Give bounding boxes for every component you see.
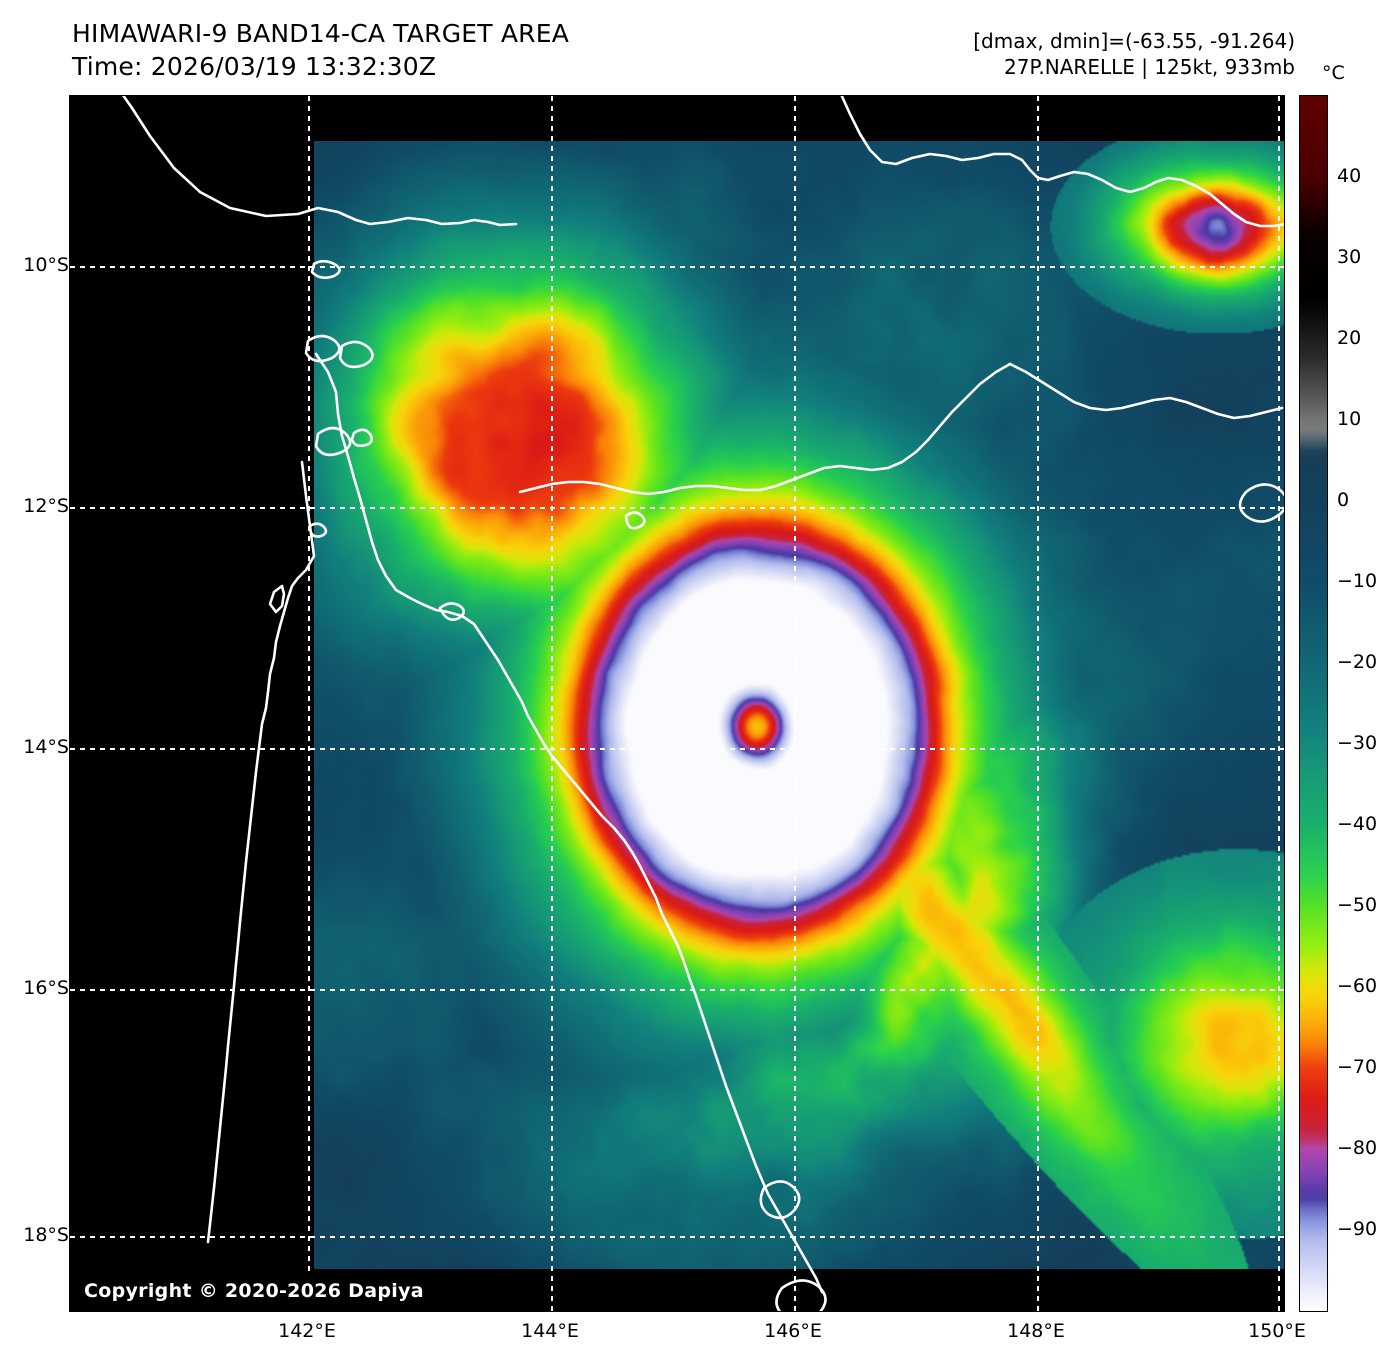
coastline-island-d	[314, 426, 352, 457]
coastline-northeast	[840, 96, 1284, 228]
copyright-banner: Copyright © 2020-2026 Dapiya	[70, 1271, 438, 1311]
colorbar-tick-0: 0	[1337, 489, 1350, 511]
coastline-ne-inlet	[1238, 483, 1284, 523]
colorbar-tick-30: 30	[1337, 246, 1362, 268]
page-title: HIMAWARI-9 BAND14-CA TARGET AREA Time: 2…	[72, 18, 569, 83]
satellite-raster	[314, 141, 1284, 1269]
colorbar-tick-40: 40	[1337, 165, 1362, 187]
dminmax-text: [dmax, dmin]=(-63.55, -91.264)	[973, 29, 1295, 53]
colorbar-tick-m60: −60	[1337, 975, 1378, 997]
copyright-text: Copyright © 2020-2026 Dapiya	[84, 1280, 424, 1302]
coastline-lake-a	[624, 511, 646, 530]
colorbar-tick-10: 10	[1337, 408, 1362, 430]
coastline-island-c	[338, 340, 374, 369]
coastline-overlay	[122, 96, 1284, 1311]
title-line: HIMAWARI-9 BAND14-CA TARGET AREA	[72, 19, 570, 48]
ytick-label-12S: 12°S	[23, 495, 69, 517]
ytick-label-18S: 18°S	[23, 1224, 69, 1246]
colorbar	[1299, 95, 1328, 1312]
coastline-bay-notch	[438, 602, 466, 621]
coastline-island-b	[304, 334, 341, 363]
colorbar-gradient	[1300, 96, 1327, 1311]
satellite-image-plot: Copyright © 2020-2026 Dapiya	[69, 95, 1285, 1312]
colorbar-tick-m10: −10	[1337, 570, 1378, 592]
coastline-lake-b	[308, 522, 328, 538]
coastline-island-e	[350, 428, 374, 448]
coastline-south-loop	[759, 1180, 801, 1220]
ytick-label-14S: 14°S	[23, 736, 69, 758]
colorbar-tick-m40: −40	[1337, 813, 1378, 835]
colorbar-tick-m30: −30	[1337, 732, 1378, 754]
no-data-strip	[314, 1269, 1284, 1311]
coastline-cape-west-spur	[268, 584, 286, 614]
ir-brightness-temperature-canvas	[314, 141, 1284, 1269]
colorbar-tick-20: 20	[1337, 327, 1362, 349]
coastline-island-a	[310, 259, 341, 280]
coastline-cape-west	[206, 460, 316, 1244]
coastline-peninsula-central	[314, 352, 824, 1294]
coastline-northwest	[122, 96, 518, 227]
ytick-label-10S: 10°S	[23, 254, 69, 276]
xtick-label-148E: 148°E	[1007, 1320, 1065, 1342]
colorbar-tick-m90: −90	[1337, 1218, 1378, 1240]
colorbar-tick-m20: −20	[1337, 651, 1378, 673]
coastline-northeast-inland	[1008, 362, 1284, 420]
colorbar-unit-label: °C	[1322, 62, 1345, 84]
colorbar-tick-m70: −70	[1337, 1056, 1378, 1078]
xtick-label-146E: 146°E	[764, 1320, 822, 1342]
ytick-label-16S: 16°S	[23, 977, 69, 999]
xtick-label-144E: 144°E	[521, 1320, 579, 1342]
coastline-northeast-south	[518, 362, 1012, 496]
coastline-south-loop2	[775, 1279, 827, 1311]
colorbar-tick-m50: −50	[1337, 894, 1378, 916]
xtick-label-142E: 142°E	[278, 1320, 336, 1342]
time-line: Time: 2026/03/19 13:32:30Z	[72, 51, 437, 81]
xtick-label-150E: 150°E	[1248, 1320, 1306, 1342]
metadata-block: [dmax, dmin]=(-63.55, -91.264) 27P.NAREL…	[973, 28, 1295, 81]
storm-info-text: 27P.NARELLE | 125kt, 933mb	[1004, 55, 1295, 80]
colorbar-tick-m80: −80	[1337, 1137, 1378, 1159]
